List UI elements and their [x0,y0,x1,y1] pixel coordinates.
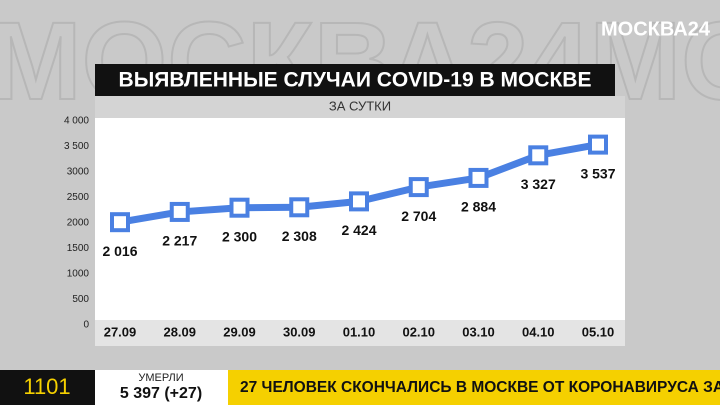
headline-band [228,370,720,405]
y-tick-label: 2000 [67,218,90,229]
count-label: УМЕРЛИ [138,372,183,384]
data-label: 2 016 [102,243,137,259]
y-tick-label: 2500 [67,192,90,203]
x-tick-label: 29.09 [223,324,256,339]
chart-subtitle: ЗА СУТКИ [329,98,391,113]
data-label: 2 424 [341,222,376,238]
data-label: 2 704 [401,208,436,224]
marker [528,145,549,166]
data-label: 2 884 [461,199,496,215]
y-tick-label: 0 [83,320,89,331]
marker [468,167,489,188]
x-axis-band [95,320,625,346]
marker [408,177,429,198]
marker [588,134,608,155]
x-tick-label: 30.09 [283,324,316,339]
x-tick-label: 28.09 [163,324,196,339]
count-box [95,370,228,405]
x-tick-label: 02.10 [402,324,435,339]
data-label: 2 300 [222,228,257,244]
channel-logo: МОСКВА24 [601,18,711,40]
clock-box [0,370,95,405]
y-tick-label: 1500 [67,243,90,254]
x-tick-label: 03.10 [462,324,495,339]
clock: 1101 [23,374,70,399]
y-tick-label: 3 500 [64,141,89,152]
data-label: 3 327 [521,176,556,192]
y-tick-label: 500 [72,294,89,305]
x-tick-label: 27.09 [104,324,137,339]
marker [289,197,310,218]
subtitle-band [95,96,625,118]
headline: 27 ЧЕЛОВЕК СКОНЧАЛИСЬ В МОСКВЕ ОТ КОРОНА… [240,379,720,396]
marker [110,212,130,233]
x-tick-label: 05.10 [582,324,615,339]
data-label: 2 308 [282,228,317,244]
data-label: 3 537 [580,165,615,181]
data-label: 2 217 [162,233,197,249]
y-tick-label: 1000 [67,269,90,280]
marker [349,191,369,212]
chart: 4 000 3 500 3000 2500 2000 1500 1000 500 0 27.09 2… [64,116,616,340]
x-tick-label: 04.10 [522,324,555,339]
chart-title: ВЫЯВЛЕННЫЕ СЛУЧАИ COVID-19 В МОСКВЕ [119,69,592,92]
marker [229,197,250,218]
count-value: 5 397 (+27) [120,385,202,402]
x-tick-label: 01.10 [343,324,376,339]
marker [169,201,190,222]
y-tick-label: 3000 [67,167,90,178]
title-box [95,64,615,96]
y-tick-label: 4 000 [64,116,89,127]
